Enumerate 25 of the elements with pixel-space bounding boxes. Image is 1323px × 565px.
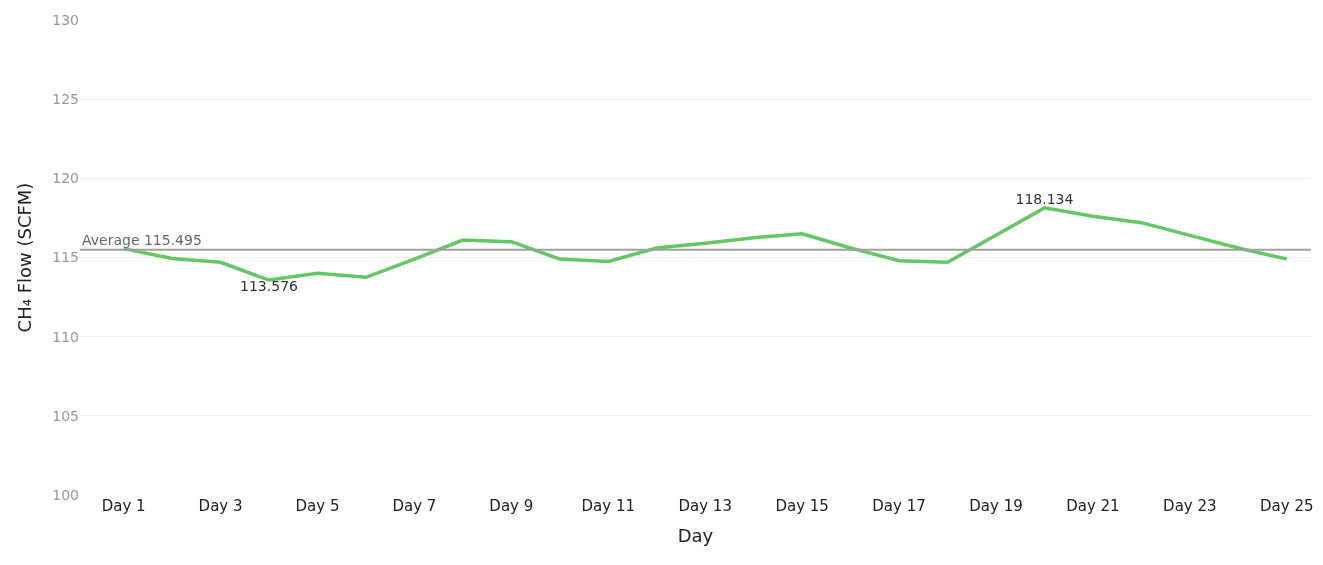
x-tick-label: Day 9 xyxy=(489,497,534,515)
x-tick-label: Day 25 xyxy=(1260,497,1314,515)
x-tick-label: Day 21 xyxy=(1066,497,1120,515)
x-axis-title: Day xyxy=(677,525,714,547)
y-axis-title: CH₄ Flow (SCFM) xyxy=(14,182,36,333)
x-tick-label: Day 13 xyxy=(678,497,732,515)
ref-line-label: Average 115.495 xyxy=(82,232,202,248)
y-tick-label: 100 xyxy=(52,486,79,503)
y-tick-label: 120 xyxy=(52,170,79,187)
x-tick-label: Day 1 xyxy=(101,497,146,515)
x-tick-label: Day 3 xyxy=(198,497,243,515)
x-tick-label: Day 23 xyxy=(1163,497,1217,515)
data-label: 118.134 xyxy=(1015,191,1074,208)
x-tick-label: Day 5 xyxy=(295,497,340,515)
y-tick-label: 110 xyxy=(52,328,79,345)
x-tick-label: Day 7 xyxy=(392,497,437,515)
y-tick-label: 125 xyxy=(52,91,79,108)
y-tick-label: 130 xyxy=(52,11,79,28)
y-tick-label: 115 xyxy=(52,249,79,266)
x-tick-label: Day 17 xyxy=(872,497,926,515)
x-tick-label: Day 19 xyxy=(969,497,1023,515)
data-label: 113.576 xyxy=(240,277,299,294)
y-tick-label: 105 xyxy=(52,407,79,424)
x-tick-label: Day 11 xyxy=(581,497,635,515)
x-tick-label: Day 15 xyxy=(775,497,829,515)
